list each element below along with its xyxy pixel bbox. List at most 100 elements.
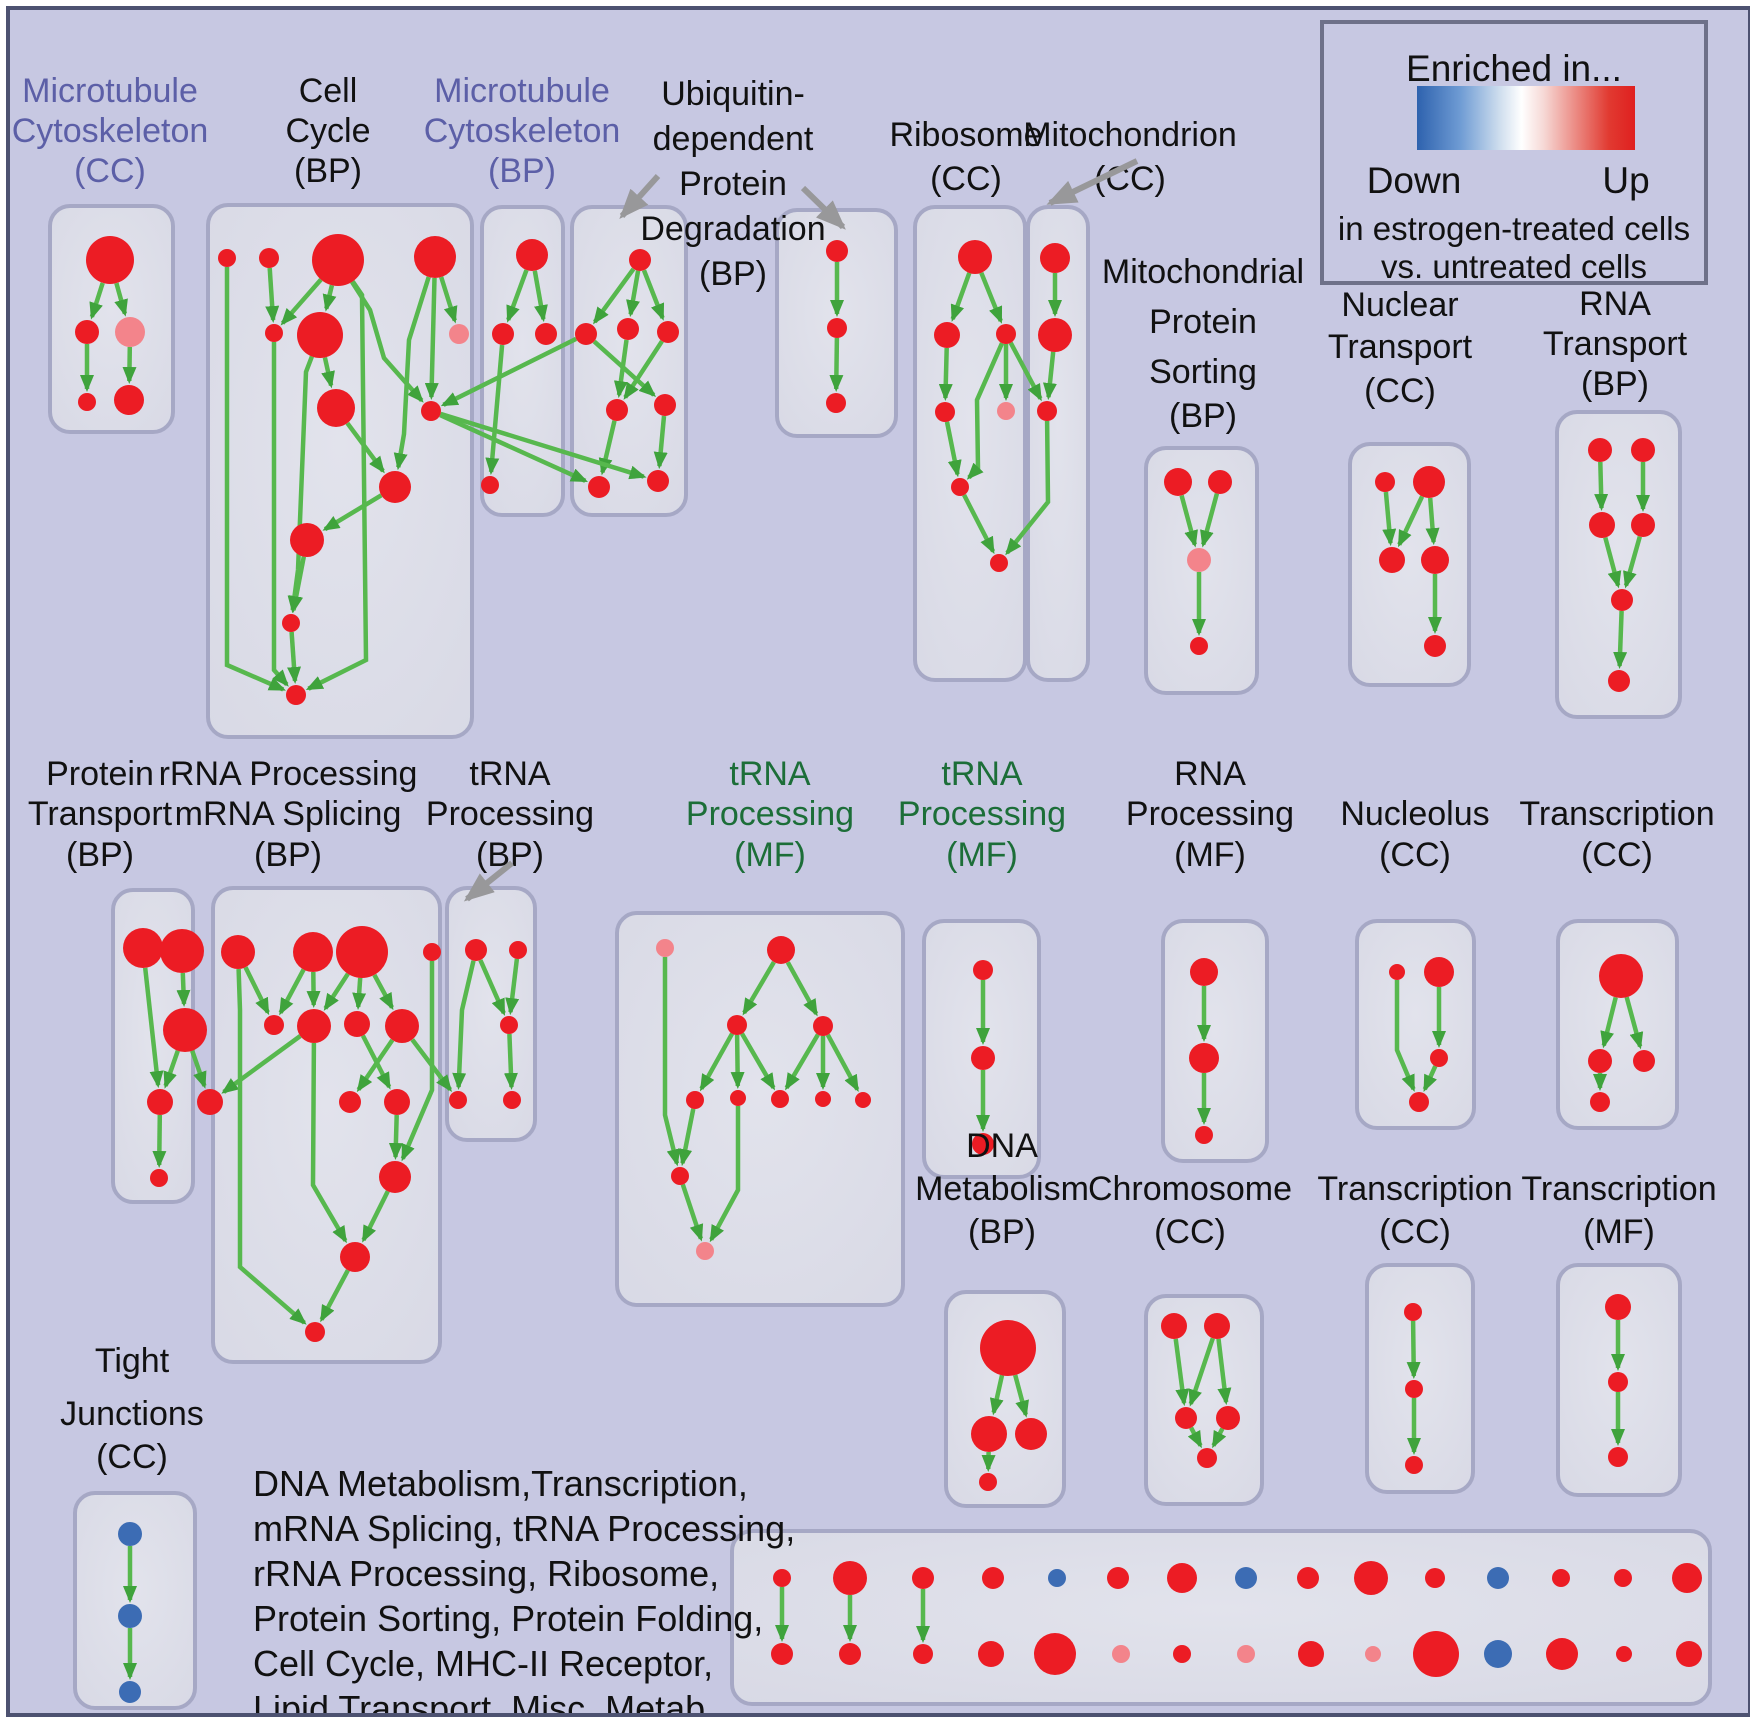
gene-set-node-red bbox=[221, 935, 255, 969]
gene-set-node-red bbox=[297, 312, 343, 358]
cluster-label-rna-proc-mf: RNA bbox=[1174, 755, 1246, 793]
cluster-label-transcription-cc-3: Transcription bbox=[1317, 1170, 1512, 1208]
gene-set-node-red bbox=[826, 393, 846, 413]
gene-set-node-red bbox=[1037, 401, 1057, 421]
gene-set-node-red bbox=[958, 240, 992, 274]
cluster-label-rrna-mrna: (BP) bbox=[254, 836, 322, 874]
legend-subtitle-2: vs. untreated cells bbox=[1324, 248, 1704, 286]
gene-set-node-red bbox=[123, 928, 163, 968]
gene-set-node-red bbox=[913, 1644, 933, 1664]
gene-set-node-red bbox=[971, 1046, 995, 1070]
cluster-label-rrna-mrna: mRNA Splicing bbox=[175, 795, 402, 833]
gene-set-node-red bbox=[535, 323, 557, 345]
gene-set-node-red bbox=[1616, 1646, 1632, 1662]
gene-set-node-red bbox=[727, 1015, 747, 1035]
cluster-label-nucleolus: Nucleolus bbox=[1340, 795, 1489, 833]
gene-set-node-red bbox=[1197, 1448, 1217, 1468]
gene-set-node-red bbox=[951, 478, 969, 496]
gene-set-node-red bbox=[990, 554, 1008, 572]
gene-set-node-red bbox=[1608, 1372, 1628, 1392]
gene-set-node-red bbox=[414, 236, 456, 278]
cluster-label-ub-deg-1: Degradation bbox=[640, 210, 825, 248]
gene-set-node-red bbox=[1404, 1303, 1422, 1321]
cluster-box-misc-cluster bbox=[732, 1531, 1710, 1704]
gene-set-node-red bbox=[827, 318, 847, 338]
gene-set-node-pink bbox=[1365, 1646, 1381, 1662]
gene-set-node-red bbox=[1413, 466, 1445, 498]
gene-set-node-red bbox=[575, 323, 597, 345]
gene-set-node-red bbox=[1409, 1092, 1429, 1112]
note-line: Lipid Transport, Misc. Metab. bbox=[253, 1686, 795, 1717]
cluster-label-microtubule-cc: (CC) bbox=[74, 152, 146, 190]
gene-set-node-red bbox=[1631, 438, 1655, 462]
edge-arrow bbox=[431, 278, 434, 397]
cluster-label-microtubule-bp: (BP) bbox=[488, 152, 556, 190]
gene-set-node-blue bbox=[118, 1604, 142, 1628]
gene-set-node-red bbox=[617, 318, 639, 340]
gene-set-node-red bbox=[385, 1009, 419, 1043]
cluster-box-ribosome bbox=[915, 207, 1025, 680]
note-line: DNA Metabolism,Transcription, bbox=[253, 1461, 795, 1506]
note-line: rRNA Processing, Ribosome, bbox=[253, 1551, 795, 1596]
cluster-label-tight-junctions: (CC) bbox=[96, 1438, 168, 1476]
gene-set-node-pink bbox=[1187, 548, 1211, 572]
cluster-label-tight-junctions: Junctions bbox=[60, 1395, 204, 1433]
gene-set-node-red bbox=[973, 960, 993, 980]
gene-set-node-red bbox=[629, 249, 651, 271]
legend-gradient-bar bbox=[1417, 86, 1635, 150]
cluster-label-ub-deg-1: Ubiquitin- bbox=[661, 75, 805, 113]
cluster-label-trna-mf-2: Processing bbox=[898, 795, 1066, 833]
gene-set-node-red bbox=[815, 1091, 831, 1107]
edge-arrow bbox=[737, 1035, 738, 1086]
gene-set-node-red bbox=[855, 1092, 871, 1108]
note-line: Cell Cycle, MHC-II Receptor, bbox=[253, 1641, 795, 1686]
gene-set-node-red bbox=[1216, 1406, 1240, 1430]
cluster-box-mitochondrion bbox=[1028, 207, 1088, 680]
cluster-label-ub-deg-1: Protein bbox=[679, 165, 787, 203]
cluster-label-trna-mf-1: (MF) bbox=[734, 836, 806, 874]
gene-set-node-red bbox=[516, 239, 548, 271]
gene-set-node-red bbox=[1633, 1050, 1655, 1072]
edge-arrow bbox=[945, 348, 946, 398]
cluster-label-mito-sorting: Sorting bbox=[1149, 353, 1257, 391]
gene-set-node-red bbox=[971, 1416, 1007, 1452]
edge-arrow bbox=[159, 1115, 160, 1165]
cluster-label-trna-bp: Processing bbox=[426, 795, 594, 833]
cluster-label-rrna-mrna: rRNA Processing bbox=[159, 755, 418, 793]
gene-set-node-red bbox=[1552, 1569, 1570, 1587]
cluster-label-dna-metabolism: (BP) bbox=[968, 1213, 1036, 1251]
gene-set-node-red bbox=[654, 394, 676, 416]
legend-box: Enriched in... Down Up in estrogen-treat… bbox=[1320, 20, 1708, 285]
cluster-box-trna-mf-1 bbox=[617, 913, 903, 1305]
cluster-label-nuclear-transport: (CC) bbox=[1364, 372, 1436, 410]
gene-set-node-red bbox=[1546, 1638, 1578, 1670]
gene-set-node-red bbox=[1405, 1456, 1423, 1474]
gene-set-node-red bbox=[833, 1561, 867, 1595]
gene-set-node-red bbox=[1413, 1631, 1459, 1677]
gene-set-node-red bbox=[290, 523, 324, 557]
gene-set-node-red bbox=[826, 240, 848, 262]
cluster-label-cell-cycle: Cell bbox=[299, 72, 358, 110]
gene-set-node-red bbox=[1107, 1567, 1129, 1589]
edge-arrow bbox=[358, 978, 360, 1007]
gene-set-node-red bbox=[767, 936, 795, 964]
cluster-box-transcription-cc-2 bbox=[1558, 921, 1677, 1128]
gene-set-node-red bbox=[282, 614, 300, 632]
cluster-label-rna-transport: (BP) bbox=[1581, 365, 1649, 403]
gene-set-node-red bbox=[75, 320, 99, 344]
note-line: mRNA Splicing, tRNA Processing, bbox=[253, 1506, 795, 1551]
gene-set-node-red bbox=[1298, 1641, 1324, 1667]
gene-set-node-red bbox=[1605, 1294, 1631, 1320]
gene-set-node-red bbox=[1034, 1633, 1076, 1675]
gene-set-node-red bbox=[312, 234, 364, 286]
cluster-label-ub-deg-1: (BP) bbox=[699, 255, 767, 293]
cluster-box-ub-deg-1 bbox=[572, 207, 686, 515]
cluster-label-trna-mf-1: Processing bbox=[686, 795, 854, 833]
gene-set-node-red bbox=[317, 389, 355, 427]
legend-up-label: Up bbox=[1602, 160, 1649, 202]
gene-set-node-red bbox=[1208, 470, 1232, 494]
gene-set-node-blue bbox=[1487, 1567, 1509, 1589]
gene-set-node-red bbox=[588, 476, 610, 498]
cluster-box-transcription-cc-3 bbox=[1367, 1265, 1473, 1492]
gene-set-node-red bbox=[1590, 1092, 1610, 1112]
